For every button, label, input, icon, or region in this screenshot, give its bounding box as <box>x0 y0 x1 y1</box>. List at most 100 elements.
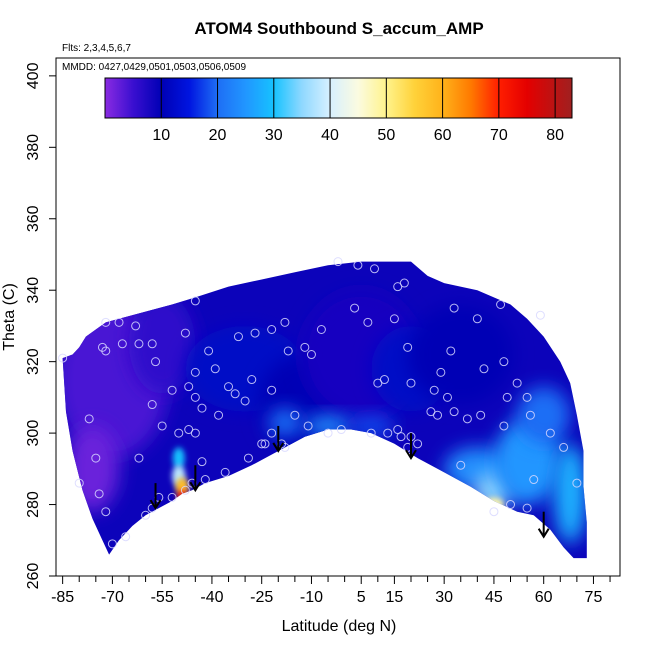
x-tick-label: 5 <box>357 589 366 606</box>
data-point <box>545 428 555 438</box>
arrows <box>149 425 550 539</box>
data-point <box>506 500 516 510</box>
field-patch <box>65 425 120 512</box>
data-point <box>366 428 376 438</box>
colorbar-tick-label: 80 <box>546 127 564 144</box>
y-tick-label: 320 <box>25 348 42 375</box>
x-tick-label: 45 <box>485 589 503 606</box>
arrow-head <box>149 499 162 511</box>
data-point <box>243 453 253 463</box>
data-point <box>267 428 277 438</box>
field-patch <box>553 443 587 544</box>
data-point <box>383 428 393 438</box>
colorbar-tick-label: 60 <box>434 127 452 144</box>
field-patch <box>175 477 189 496</box>
arrow-head <box>272 442 285 453</box>
y-tick-label: 340 <box>25 277 42 304</box>
y-tick-label: 260 <box>25 563 42 590</box>
data-point <box>197 403 207 413</box>
colorbar-ticks: 10 20 30 40 50 60 70 80 <box>152 78 564 144</box>
data-point <box>283 346 293 356</box>
y-axis-label: Theta (C) <box>1 283 18 351</box>
data-point <box>210 364 220 374</box>
data-point <box>535 310 545 320</box>
arrow-head <box>537 528 550 539</box>
data-points <box>58 257 582 549</box>
data-point <box>280 317 290 327</box>
data-point <box>260 439 270 449</box>
colorbar: 10 20 30 40 50 60 70 80 <box>104 77 573 144</box>
data-point <box>204 346 214 356</box>
data-point <box>151 357 161 367</box>
data-point <box>449 407 459 417</box>
x-tick-label: 30 <box>435 589 453 606</box>
y-tick-label: 300 <box>25 420 42 447</box>
x-tick-label: -55 <box>151 589 174 606</box>
field-patch <box>172 447 185 469</box>
field-patch <box>407 304 514 405</box>
data-point <box>350 303 360 313</box>
data-point <box>134 339 144 349</box>
y-tick-label: 280 <box>25 491 42 518</box>
data-point <box>442 392 452 402</box>
data-point <box>220 467 230 477</box>
data-point <box>230 389 240 399</box>
data-point <box>502 392 512 402</box>
data-point <box>184 382 194 392</box>
colorbar-tick-label: 70 <box>490 127 508 144</box>
data-point <box>94 489 104 499</box>
y-tick-label: 360 <box>25 205 42 232</box>
data-point <box>559 442 569 452</box>
colorbar-tick-label: 30 <box>265 127 283 144</box>
data-point <box>406 378 416 388</box>
data-point <box>446 346 456 356</box>
data-point <box>190 392 200 402</box>
y-axis: 260 280 300 320 340 360 380 400 <box>25 62 56 589</box>
data-point <box>403 342 413 352</box>
data-point <box>572 478 582 488</box>
data-point <box>336 425 346 435</box>
data-point <box>84 414 94 424</box>
y-tick-label: 400 <box>25 62 42 89</box>
data-point <box>290 410 300 420</box>
x-tick-label: 75 <box>585 589 603 606</box>
data-point <box>91 453 101 463</box>
data-point <box>522 503 532 513</box>
data-point <box>267 325 277 335</box>
data-point <box>101 346 111 356</box>
x-axis: -85 -70 -55 -40 -25 -10 5 15 30 45 60 75 <box>51 576 611 606</box>
data-point <box>512 378 522 388</box>
data-point <box>413 439 423 449</box>
colorbar-gradient <box>104 77 573 119</box>
data-point <box>197 457 207 467</box>
x-tick-label: -70 <box>101 589 124 606</box>
data-point <box>489 507 499 517</box>
data-point <box>58 353 68 363</box>
data-point <box>101 507 111 517</box>
data-point <box>167 492 177 502</box>
arrow <box>405 433 417 460</box>
data-point <box>117 339 127 349</box>
data-point <box>333 257 343 267</box>
flights-label: Flts: 2,3,4,5,6,7 <box>62 43 131 54</box>
field-patch <box>128 293 196 394</box>
arrow <box>537 511 550 539</box>
field-patch <box>347 415 395 437</box>
data-point <box>433 410 443 420</box>
x-tick-label: -85 <box>51 589 74 606</box>
colorbar-tick-label: 10 <box>152 127 170 144</box>
data-point <box>496 299 506 309</box>
data-point <box>303 421 313 431</box>
data-point <box>499 357 509 367</box>
data-point <box>147 339 157 349</box>
data-point <box>121 532 131 542</box>
data-point <box>529 475 539 485</box>
data-point <box>479 364 489 374</box>
data-point <box>233 332 243 342</box>
colorbar-tick-label: 50 <box>377 127 395 144</box>
data-point <box>224 382 234 392</box>
data-point <box>379 375 389 385</box>
data-point <box>369 264 379 274</box>
mmdd-label: MMDD: 0427,0429,0501,0503,0506,0509 <box>62 62 246 73</box>
